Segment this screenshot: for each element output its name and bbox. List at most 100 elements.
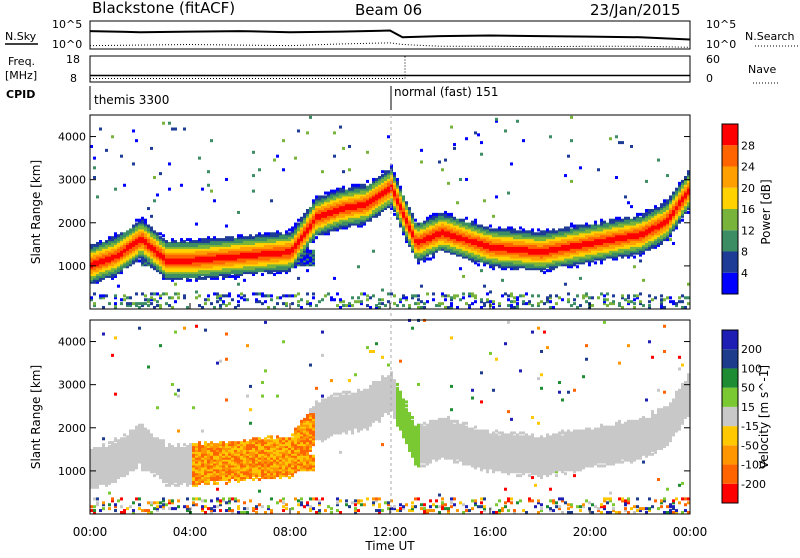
power-cell <box>264 300 267 303</box>
power-cell <box>654 205 657 208</box>
power-cell <box>171 238 174 241</box>
power-cell <box>582 225 585 228</box>
power-cell <box>672 300 675 303</box>
power-cell <box>390 292 393 295</box>
power-cell <box>660 298 663 301</box>
power-cell <box>351 184 354 187</box>
velocity-cell <box>114 503 117 506</box>
power-cell <box>366 180 369 183</box>
power-cell <box>435 213 438 216</box>
nave-label: Nave <box>748 63 776 76</box>
power-cell <box>660 203 663 206</box>
power-cell <box>489 290 492 293</box>
power-cell <box>579 225 582 228</box>
power-cell <box>156 300 159 303</box>
power-ylabel: Slant Range [km] <box>29 160 43 264</box>
power-cell <box>597 225 600 228</box>
y-tick-label: 3000 <box>58 174 86 187</box>
power-cell <box>204 298 207 301</box>
power-cell <box>624 298 627 301</box>
power-cell <box>612 219 615 222</box>
power-cell <box>228 236 231 239</box>
power-cell <box>138 302 141 305</box>
velocity-cell <box>102 437 105 440</box>
power-cell <box>300 298 303 301</box>
power-cell <box>201 277 204 280</box>
power-cell <box>411 294 414 297</box>
power-cell <box>333 298 336 301</box>
power-cell <box>147 298 150 301</box>
power-cell <box>525 230 528 233</box>
power-cell <box>639 259 642 262</box>
power-cell <box>645 209 648 212</box>
power-cell <box>105 240 108 243</box>
power-cell <box>486 292 489 295</box>
power-cell <box>159 232 162 235</box>
power-cell <box>417 302 420 305</box>
power-cell <box>255 298 258 301</box>
power-cell <box>603 298 606 301</box>
power-cell <box>453 147 456 150</box>
power-cell <box>543 271 546 274</box>
power-cell <box>681 219 684 222</box>
power-colorbar-tick: 12 <box>741 224 755 237</box>
power-cell <box>120 232 123 235</box>
power-cell <box>255 234 258 237</box>
power-cell <box>216 292 219 295</box>
power-cell <box>678 300 681 303</box>
power-cell <box>606 292 609 295</box>
power-cell <box>441 213 444 216</box>
power-cell <box>420 300 423 303</box>
freq-unit-label: [MHz] <box>5 69 37 82</box>
power-cell <box>231 298 234 301</box>
velocity-cell <box>114 336 117 339</box>
power-cell <box>351 296 354 299</box>
power-cell <box>303 213 306 216</box>
power-cell <box>225 236 228 239</box>
power-cell <box>312 250 315 253</box>
power-cell <box>357 265 360 268</box>
power-cell <box>306 209 309 212</box>
power-colorbar-swatch <box>722 230 738 251</box>
power-cell <box>501 228 504 231</box>
power-cell <box>282 302 285 305</box>
power-cell <box>237 234 240 237</box>
power-cell <box>240 234 243 237</box>
power-cell <box>426 292 429 295</box>
power-cell <box>552 228 555 231</box>
power-cell <box>108 302 111 305</box>
cpid-row: CPID themis 3300 normal (fast) 151 <box>6 85 498 110</box>
power-cell <box>360 300 363 303</box>
power-cell <box>282 168 285 171</box>
power-cell <box>627 294 630 297</box>
power-cell <box>483 285 486 288</box>
power-cell <box>207 184 210 187</box>
nave-right-tick-top: 60 <box>706 53 720 66</box>
power-cell <box>489 225 492 228</box>
nave-right-tick-bottom: 0 <box>706 72 713 85</box>
power-cell <box>573 225 576 228</box>
power-cell <box>627 201 630 204</box>
power-cell <box>93 292 96 295</box>
power-cell <box>339 126 342 129</box>
power-cell <box>633 294 636 297</box>
power-cell <box>615 217 618 220</box>
power-cell <box>150 292 153 295</box>
power-cell <box>585 292 588 295</box>
power-cell <box>492 228 495 231</box>
power-cell <box>462 292 465 295</box>
power-cell <box>366 186 369 189</box>
power-cell <box>126 302 129 305</box>
power-cell <box>558 296 561 299</box>
power-cell <box>261 234 264 237</box>
power-cell <box>105 149 108 152</box>
power-cell <box>630 205 633 208</box>
power-cell <box>195 223 198 226</box>
power-cell <box>198 238 201 241</box>
power-cell <box>681 294 684 297</box>
power-cell <box>594 221 597 224</box>
power-cell <box>597 168 600 171</box>
velocity-cell <box>102 507 105 510</box>
power-cell <box>411 213 414 216</box>
power-cell <box>669 195 672 198</box>
